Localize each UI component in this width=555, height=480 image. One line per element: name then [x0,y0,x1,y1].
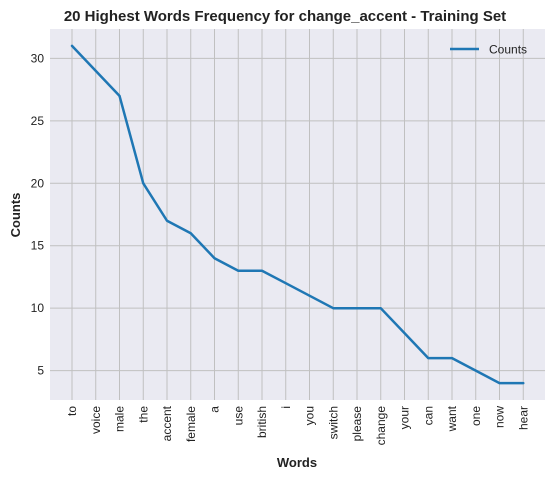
x-tick-label: one [469,406,483,426]
x-axis-ticks: to voice male the accent female a use british i yo… [65,405,530,445]
x-tick-label: male [113,406,127,432]
y-tick-label: 25 [31,114,45,128]
x-tick-label: use [231,406,245,426]
x-axis-title: Words [277,455,317,470]
y-tick-label: 30 [31,51,45,65]
x-tick-label: now [493,406,507,428]
x-tick-label: accent [160,405,174,441]
x-tick-label: the [136,406,150,423]
x-tick-label: change [374,406,388,446]
x-tick-label: i [279,406,293,409]
chart-title: 20 Highest Words Frequency for change_ac… [64,8,506,25]
y-tick-label: 15 [31,239,45,253]
y-tick-label: 5 [37,364,44,378]
series-line [70,44,525,385]
x-tick-label: please [350,406,364,442]
x-tick-label: a [208,406,222,413]
series-layer [70,44,525,385]
x-tick-label: your [398,406,412,429]
legend: Counts [450,43,527,57]
legend-label: Counts [489,43,527,57]
x-tick-label: want [445,405,459,432]
x-tick-label: switch [326,406,340,439]
x-tick-label: hear [516,406,530,430]
y-axis-title: Counts [8,193,23,238]
plot-area [50,29,545,400]
grid-lines [50,29,545,400]
y-axis-ticks: 5 10 15 20 25 30 [31,51,45,377]
x-tick-label: to [65,406,79,416]
x-tick-label: you [303,406,317,425]
y-tick-label: 20 [31,176,45,190]
y-tick-label: 10 [31,301,45,315]
x-tick-label: female [184,406,198,442]
x-tick-label: british [255,406,269,438]
x-tick-label: can [421,406,435,425]
x-tick-label: voice [89,406,103,434]
